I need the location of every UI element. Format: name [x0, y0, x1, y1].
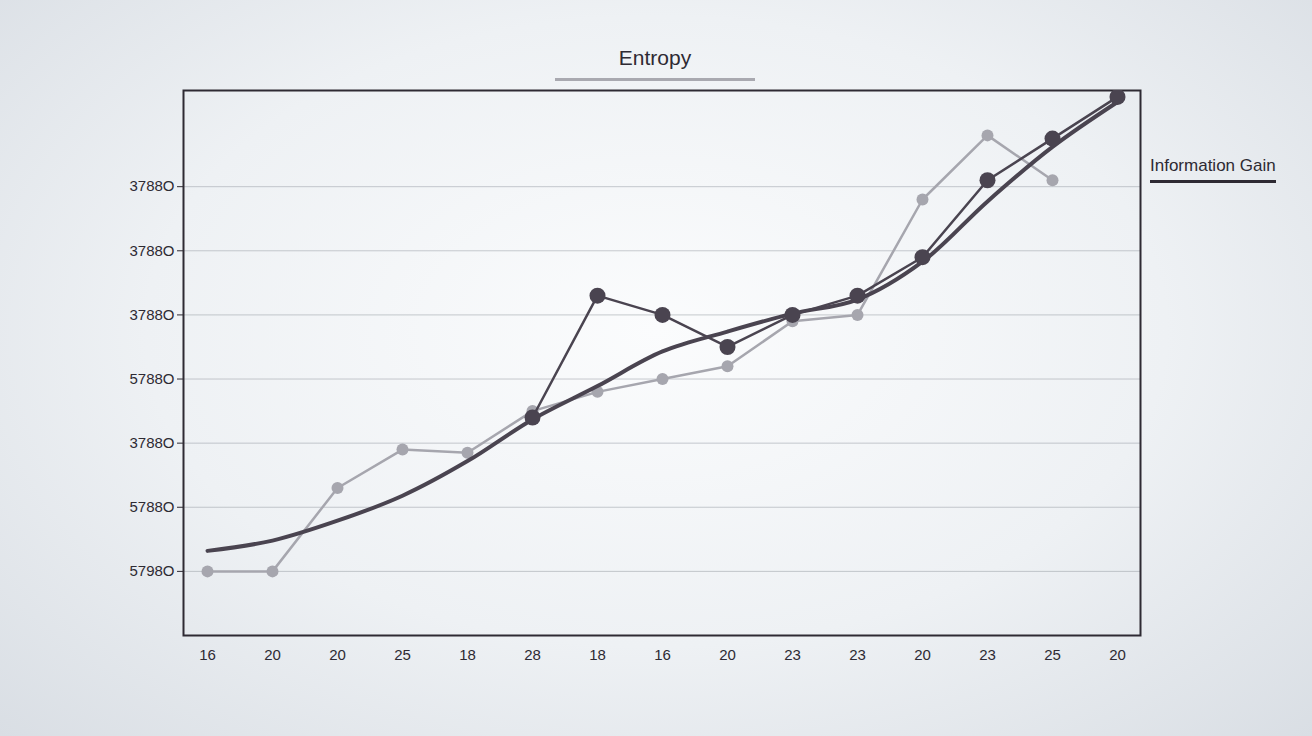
svg-text:18: 18 [459, 646, 476, 663]
svg-text:20: 20 [719, 646, 736, 663]
html-text:Information Gain: Information Gain [1150, 156, 1276, 175]
svg-text:3788O: 3788O [129, 434, 174, 451]
svg-text:5798O: 5798O [129, 562, 174, 579]
svg-text:20: 20 [914, 646, 931, 663]
svg-text:20: 20 [1109, 646, 1126, 663]
svg-text:28: 28 [524, 646, 541, 663]
svg-text:16: 16 [654, 646, 671, 663]
svg-text:16: 16 [199, 646, 216, 663]
svg-text:25: 25 [1044, 646, 1061, 663]
html-text:Entropy: Entropy [618, 46, 692, 69]
svg-text:3788O: 3788O [129, 177, 174, 194]
svg-text:23: 23 [849, 646, 866, 663]
svg-text:23: 23 [784, 646, 801, 663]
svg-text:3788O: 3788O [129, 242, 174, 259]
svg-text:5788O: 5788O [129, 370, 174, 387]
svg-text:3788O: 3788O [129, 306, 174, 323]
svg-text:25: 25 [394, 646, 411, 663]
svg-text:5788O: 5788O [129, 498, 174, 515]
svg-text:20: 20 [264, 646, 281, 663]
svg-text:20: 20 [329, 646, 346, 663]
svg-text:23: 23 [979, 646, 996, 663]
svg-text:18: 18 [589, 646, 606, 663]
